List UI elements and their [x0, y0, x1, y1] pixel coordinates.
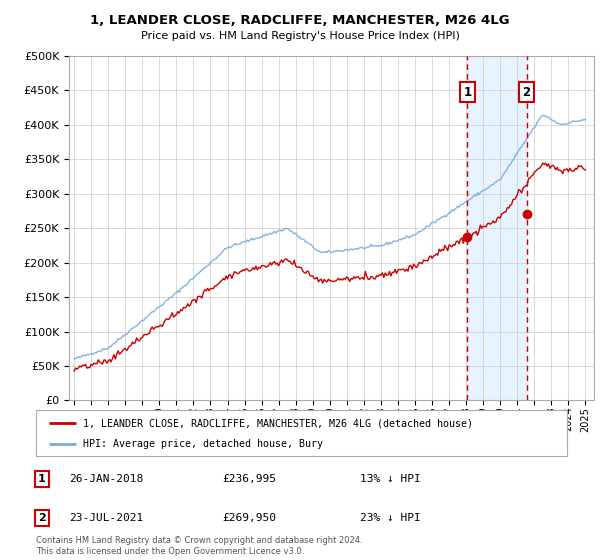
- Text: £269,950: £269,950: [222, 513, 276, 523]
- Text: 2: 2: [523, 86, 531, 99]
- Text: 1: 1: [463, 86, 472, 99]
- Text: Price paid vs. HM Land Registry's House Price Index (HPI): Price paid vs. HM Land Registry's House …: [140, 31, 460, 41]
- Text: 23-JUL-2021: 23-JUL-2021: [69, 513, 143, 523]
- Text: Contains HM Land Registry data © Crown copyright and database right 2024.
This d: Contains HM Land Registry data © Crown c…: [36, 536, 362, 556]
- Text: 13% ↓ HPI: 13% ↓ HPI: [360, 474, 421, 484]
- Text: 26-JAN-2018: 26-JAN-2018: [69, 474, 143, 484]
- Text: 1, LEANDER CLOSE, RADCLIFFE, MANCHESTER, M26 4LG: 1, LEANDER CLOSE, RADCLIFFE, MANCHESTER,…: [90, 14, 510, 27]
- Text: 1, LEANDER CLOSE, RADCLIFFE, MANCHESTER, M26 4LG (detached house): 1, LEANDER CLOSE, RADCLIFFE, MANCHESTER,…: [83, 418, 473, 428]
- Text: HPI: Average price, detached house, Bury: HPI: Average price, detached house, Bury: [83, 440, 323, 450]
- Text: 1: 1: [38, 474, 46, 484]
- Bar: [467, 56, 527, 400]
- Text: £236,995: £236,995: [222, 474, 276, 484]
- Text: 23% ↓ HPI: 23% ↓ HPI: [360, 513, 421, 523]
- Text: 2: 2: [38, 513, 46, 523]
